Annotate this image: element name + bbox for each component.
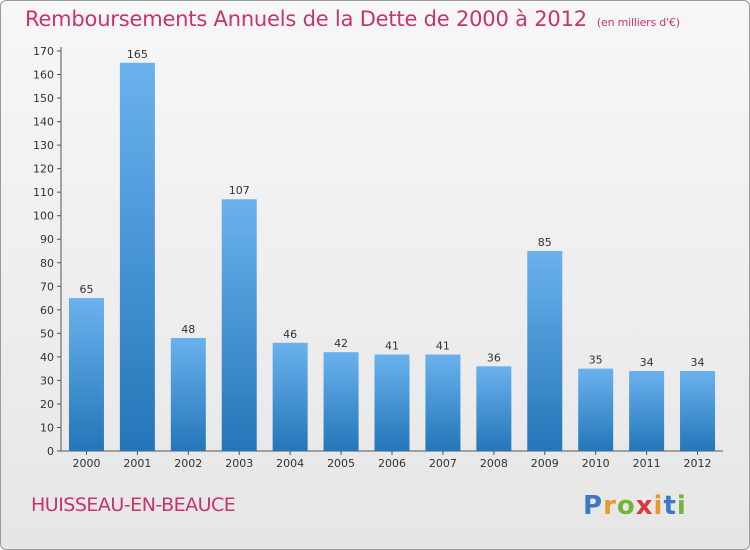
bar-value-label: 34 <box>640 356 654 369</box>
y-tick-label: 40 <box>40 351 54 364</box>
y-tick-label: 120 <box>33 163 54 176</box>
x-tick-label: 2011 <box>633 457 661 470</box>
y-tick-label: 170 <box>33 45 54 58</box>
x-tick-label: 2010 <box>582 457 610 470</box>
x-tick-label: 2004 <box>276 457 304 470</box>
unit-note: (en milliers d'€) <box>596 16 680 29</box>
x-tick-label: 2001 <box>123 457 151 470</box>
logo-letter: P <box>583 491 604 521</box>
y-tick-label: 30 <box>40 374 54 387</box>
y-tick-label: 0 <box>47 445 54 458</box>
bar-value-label: 36 <box>487 351 501 364</box>
bar <box>323 352 359 451</box>
x-tick-label: 2003 <box>225 457 253 470</box>
bar-value-label: 42 <box>334 337 348 350</box>
logo-letter: o <box>616 491 636 521</box>
x-tick-label: 2012 <box>684 457 712 470</box>
logo-letter: i <box>653 491 664 521</box>
y-tick-label: 100 <box>33 210 54 223</box>
y-tick-label: 70 <box>40 280 54 293</box>
proxiti-logo: Proxiti <box>583 491 687 521</box>
y-tick-label: 160 <box>33 69 54 82</box>
logo-letter: i <box>676 491 687 521</box>
x-tick-label: 2006 <box>378 457 406 470</box>
bar-value-label: 34 <box>691 356 705 369</box>
bar-value-label: 107 <box>229 184 250 197</box>
bar <box>425 354 461 451</box>
y-tick-label: 60 <box>40 304 54 317</box>
y-tick-label: 50 <box>40 327 54 340</box>
bar-value-label: 48 <box>181 323 195 336</box>
bar-value-label: 165 <box>127 48 148 61</box>
x-tick-label: 2008 <box>480 457 508 470</box>
bar-value-label: 46 <box>283 328 297 341</box>
bar-value-label: 65 <box>79 283 93 296</box>
y-tick-label: 130 <box>33 139 54 152</box>
y-tick-label: 90 <box>40 233 54 246</box>
bar <box>629 371 665 451</box>
logo-letter: r <box>603 491 617 521</box>
commune-name: HUISSEAU-EN-BEAUCE <box>31 494 236 516</box>
bar <box>578 368 614 451</box>
y-tick-label: 80 <box>40 257 54 270</box>
x-tick-label: 2000 <box>72 457 100 470</box>
bar <box>221 199 257 451</box>
y-tick-label: 10 <box>40 421 54 434</box>
bar <box>68 298 104 451</box>
bar <box>272 342 308 451</box>
bar <box>680 371 716 451</box>
bar-value-label: 41 <box>385 340 399 353</box>
x-tick-label: 2002 <box>174 457 202 470</box>
x-tick-label: 2007 <box>429 457 457 470</box>
y-tick-label: 20 <box>40 398 54 411</box>
y-tick-label: 150 <box>33 92 54 105</box>
bar <box>170 338 206 451</box>
bar <box>119 62 155 451</box>
y-tick-label: 140 <box>33 116 54 129</box>
logo-letter: t <box>663 491 677 521</box>
bar-value-label: 35 <box>589 354 603 367</box>
logo-letter: x <box>635 491 654 521</box>
y-tick-label: 110 <box>33 186 54 199</box>
bar-value-label: 41 <box>436 340 450 353</box>
chart-title: Remboursements Annuels de la Dette de 20… <box>25 7 680 31</box>
chart-title-text: Remboursements Annuels de la Dette de 20… <box>25 7 587 31</box>
bar <box>374 354 410 451</box>
bar-value-label: 85 <box>538 236 552 249</box>
bar <box>476 366 512 451</box>
bar <box>527 251 563 451</box>
x-tick-label: 2005 <box>327 457 355 470</box>
x-tick-label: 2009 <box>531 457 559 470</box>
